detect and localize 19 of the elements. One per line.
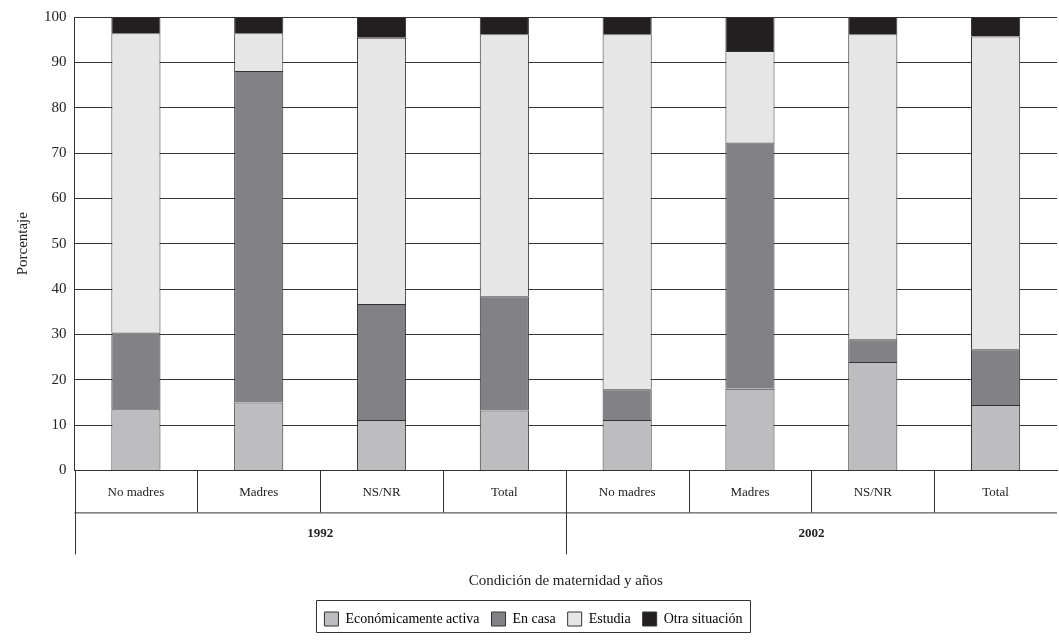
y-tick-label: 70: [51, 143, 67, 160]
y-tick-label: 50: [51, 234, 67, 251]
y-tick-label: 10: [51, 416, 67, 432]
y-axis-title: Porcentaje: [13, 211, 30, 276]
y-tick-label: 40: [51, 279, 67, 296]
text: 2002: [798, 524, 825, 540]
legend-label: Económicamente activa: [345, 610, 481, 626]
y-tick-label: 80: [51, 98, 67, 115]
y-tick-label: 100: [44, 7, 67, 24]
legend-label: Otra situación: [663, 610, 743, 626]
y-tick-label: 60: [51, 189, 67, 206]
x-axis-title: Condición de maternidad y años: [468, 571, 663, 588]
y-tick-label: 0: [59, 461, 67, 478]
text: 1992: [307, 524, 334, 540]
y-tick-label: 90: [51, 53, 67, 70]
legend-label: En casa: [512, 610, 557, 626]
y-tick-label: 30: [51, 325, 67, 342]
y-tick-label: 20: [51, 370, 67, 387]
legend-label: Estudia: [588, 610, 632, 626]
